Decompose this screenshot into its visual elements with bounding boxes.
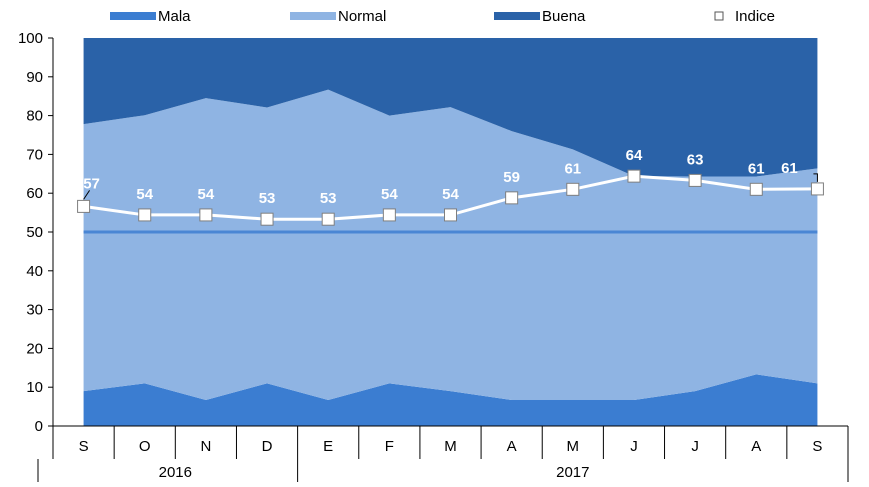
x-tick-label: A xyxy=(751,438,761,455)
index-marker xyxy=(810,182,824,196)
year-label: 2016 xyxy=(159,464,192,481)
x-tick-label: J xyxy=(691,438,699,455)
index-marker xyxy=(77,199,91,213)
legend-swatch-buena xyxy=(494,12,540,20)
index-marker xyxy=(382,208,396,222)
data-label: 61 xyxy=(748,160,765,177)
area-buena xyxy=(83,38,818,177)
y-tick-label: 80 xyxy=(26,108,43,125)
x-tick-label: J xyxy=(630,438,638,455)
y-tick-label: 70 xyxy=(26,146,43,163)
data-label: 61 xyxy=(564,160,581,177)
index-marker xyxy=(138,208,152,222)
legend-marker-indice xyxy=(714,11,724,21)
x-tick-label: N xyxy=(200,438,211,455)
data-label: 61 xyxy=(781,160,798,177)
y-tick-label: 30 xyxy=(26,302,43,319)
y-tick-label: 100 xyxy=(18,30,43,47)
y-tick-label: 50 xyxy=(26,224,43,241)
legend-label-normal: Normal xyxy=(338,8,386,25)
data-label: 59 xyxy=(503,169,520,186)
y-tick-label: 10 xyxy=(26,379,43,396)
data-label: 53 xyxy=(259,190,276,207)
area-mala xyxy=(83,374,818,426)
x-tick-label: M xyxy=(567,438,580,455)
x-tick-label: D xyxy=(262,438,273,455)
data-label: 64 xyxy=(626,147,643,164)
data-label: 63 xyxy=(687,151,704,168)
legend-swatch-mala xyxy=(110,12,156,20)
area-normal xyxy=(83,89,818,401)
index-marker xyxy=(749,182,763,196)
data-label: 57 xyxy=(83,175,100,192)
index-marker xyxy=(321,212,335,226)
data-label: 53 xyxy=(320,190,337,207)
data-label: 54 xyxy=(198,186,215,203)
label-leader-first xyxy=(83,190,90,200)
data-label: 54 xyxy=(381,186,398,203)
index-marker xyxy=(627,169,641,183)
x-tick-label: F xyxy=(385,438,394,455)
x-tick-label: O xyxy=(139,438,151,455)
legend-swatch-normal xyxy=(290,12,336,20)
x-tick-label: E xyxy=(323,438,333,455)
legend-label-mala: Mala xyxy=(158,8,191,25)
year-label: 2017 xyxy=(556,464,589,481)
x-tick-label: S xyxy=(812,438,822,455)
y-tick-label: 20 xyxy=(26,340,43,357)
index-marker xyxy=(505,191,519,205)
legend-label-buena: Buena xyxy=(542,8,586,25)
y-tick-label: 0 xyxy=(35,418,43,435)
x-tick-label: S xyxy=(79,438,89,455)
y-tick-label: 60 xyxy=(26,185,43,202)
x-tick-label: M xyxy=(444,438,457,455)
legend-label-indice: Indice xyxy=(735,8,775,25)
y-tick-label: 90 xyxy=(26,69,43,86)
data-label: 54 xyxy=(136,186,153,203)
index-marker xyxy=(688,173,702,187)
data-label: 54 xyxy=(442,186,459,203)
y-tick-label: 40 xyxy=(26,263,43,280)
index-marker xyxy=(444,208,457,222)
index-marker xyxy=(199,208,213,222)
index-marker xyxy=(260,212,274,226)
label-leader-last xyxy=(813,173,818,182)
index-marker xyxy=(566,182,580,196)
x-tick-label: A xyxy=(507,438,517,455)
